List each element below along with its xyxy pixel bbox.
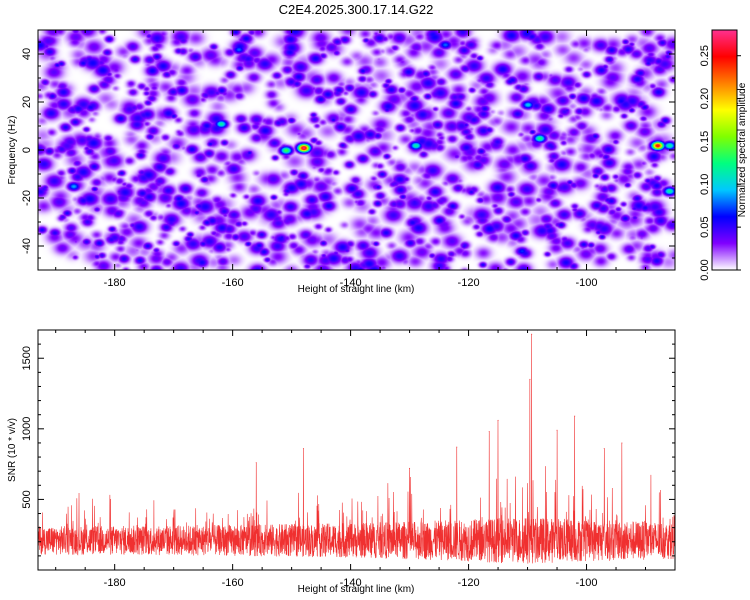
heatmap-y-tick-label: 40 [21, 48, 33, 60]
snr-y-axis-title: SNR (10 * v/v) [7, 418, 18, 482]
heatmap-x-axis-title: Height of straight line (km) [298, 284, 415, 295]
snr-peak-point [497, 419, 499, 421]
snr-peak-point [621, 442, 623, 444]
colorbar-gradient [711, 29, 738, 271]
snr-peak-point [603, 448, 605, 450]
snr-y-ticks: 500 1000 1500 [21, 329, 675, 571]
heatmap-y-tick-label: 20 [21, 96, 33, 108]
snr-y-tick-label: 1500 [21, 346, 33, 370]
heatmap-y-ticks: -40 -20 0 20 40 [21, 29, 675, 271]
colorbar-tick-label: 0.10 [699, 174, 711, 195]
snr-peaks [255, 333, 623, 469]
colorbar-label: Normalized spectral amplitude [737, 82, 748, 217]
colorbar-tick-label: 0.20 [699, 88, 711, 109]
snr-peak-point [574, 415, 576, 417]
snr-y-tick-label: 1000 [21, 417, 33, 441]
colorbar-tick-label: 0.25 [699, 45, 711, 66]
colorbar-tick-label: 0.15 [699, 131, 711, 152]
snr-peak-point [255, 462, 257, 464]
snr-x-tick-label: -140 [340, 577, 362, 589]
snr-peak-point [488, 431, 490, 433]
snr-frame [37, 329, 676, 571]
snr-peak-point [409, 467, 411, 469]
heatmap-x-tick-label: -120 [458, 277, 480, 289]
snr-x-tick-label: -180 [104, 577, 126, 589]
colorbar-tick-label: 0.05 [699, 216, 711, 237]
heatmap-panel: -180 -160 -140 -120 -100 -40 -20 0 20 40 Height … [7, 29, 676, 295]
snr-peak-point [456, 446, 458, 448]
snr-x-ticks: -180 -160 -140 -120 -100 [55, 330, 676, 589]
heatmap-x-tick-label: -160 [222, 277, 244, 289]
heatmap-y-tick-label: 0 [21, 147, 33, 153]
colorbar: 0.00 0.05 0.10 0.15 0.20 0.25 Normalized spec… [699, 29, 748, 281]
snr-peak-point [556, 429, 558, 431]
heatmap-y-tick-label: -20 [21, 190, 33, 206]
colorbar-tick-label: 0.00 [699, 259, 711, 280]
snr-x-tick-label: -120 [458, 577, 480, 589]
snr-peak-point [529, 378, 531, 380]
figure-title: C2E4.2025.300.17.14.G22 [279, 2, 434, 17]
heatmap-x-tick-label: -100 [576, 277, 598, 289]
heatmap-y-tick-label: -40 [21, 238, 33, 254]
snr-series-line [37, 334, 676, 564]
snr-x-tick-label: -100 [576, 577, 598, 589]
snr-x-tick-label: -160 [222, 577, 244, 589]
heatmap-x-tick-label: -180 [104, 277, 126, 289]
snr-y-tick-label: 500 [21, 490, 33, 508]
heatmap-image [38, 30, 675, 270]
heatmap-y-axis-title: Frequency (Hz) [7, 116, 18, 185]
snr-peak-point [302, 448, 304, 450]
heatmap-x-ticks: -180 -160 -140 -120 -100 [55, 30, 676, 289]
snr-peak-point [531, 333, 533, 335]
snr-panel: -180 -160 -140 -120 -100 500 1000 1500 Height … [7, 329, 676, 595]
heatmap-x-tick-label: -140 [340, 277, 362, 289]
colorbar-ticks: 0.00 0.05 0.10 0.15 0.20 0.25 [699, 45, 741, 281]
snr-x-axis-title: Height of straight line (km) [298, 584, 415, 595]
